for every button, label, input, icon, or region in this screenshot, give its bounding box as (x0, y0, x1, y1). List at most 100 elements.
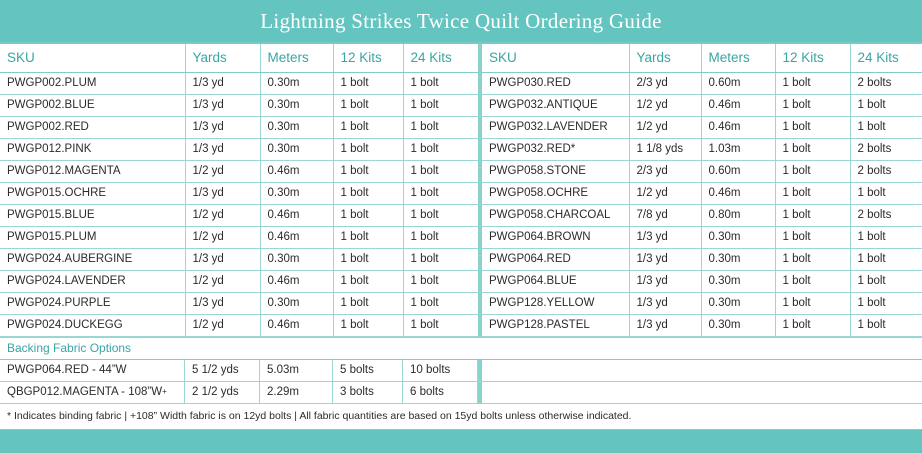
backing-table-row: PWGP064.RED - 44”W 5 1/2 yds 5.03m 5 bolts 1… (0, 359, 922, 382)
table-row: PWGP058.STONE 2/3 yd 0.60m 1 bolt 2 bolts (482, 160, 922, 183)
cell-sku: PWGP032.LAVENDER (482, 116, 630, 139)
cell-sku: PWGP024.DUCKEGG (0, 314, 186, 337)
table-row: PWGP015.OCHRE 1/3 yd 0.30m 1 bolt 1 bolt (0, 182, 478, 205)
cell-yards: 1/2 yd (629, 182, 702, 205)
cell-yards: 1/3 yd (185, 292, 261, 315)
cell-24-kits: 2 bolts (850, 160, 922, 183)
cell-sku: PWGP128.PASTEL (482, 314, 630, 337)
table-row: PWGP058.CHARCOAL 7/8 yd 0.80m 1 bolt 2 bolts (482, 204, 922, 227)
cell-yards: 2 1/2 yds (185, 381, 260, 403)
cell-sku: PWGP012.PINK (0, 138, 186, 161)
cell-sku: PWGP064.RED - 44”W (0, 359, 185, 381)
cell-sku: PWGP064.RED (482, 248, 630, 271)
cell-24-kits: 1 bolt (850, 182, 922, 205)
cell-24-kits: 1 bolt (403, 116, 478, 139)
cell-meters: 2.29m (260, 381, 333, 403)
cell-empty (482, 382, 922, 403)
cell-meters: 0.30m (260, 116, 334, 139)
cell-sku: PWGP064.BROWN (482, 226, 630, 249)
column-header-24-kits: 24 Kits (403, 44, 478, 73)
cell-24-kits: 1 bolt (403, 94, 478, 117)
cell-12-kits: 1 bolt (775, 94, 851, 117)
cell-sku: PWGP024.AUBERGINE (0, 248, 186, 271)
bottom-band (0, 429, 922, 453)
cell-12-kits: 1 bolt (775, 292, 851, 315)
fabric-table-right: SKU Yards Meters 12 Kits 24 Kits PWGP030… (482, 44, 922, 337)
cell-yards: 1/2 yd (185, 160, 261, 183)
cell-24-kits: 1 bolt (850, 314, 922, 337)
cell-yards: 1/3 yd (629, 314, 702, 337)
cell-24-kits: 1 bolt (850, 94, 922, 117)
cell-12-kits: 1 bolt (775, 160, 851, 183)
cell-empty (482, 360, 922, 381)
cell-yards: 1/2 yd (629, 94, 702, 117)
cell-12-kits: 1 bolt (775, 226, 851, 249)
cell-24-kits: 1 bolt (403, 226, 478, 249)
cell-sku: PWGP002.BLUE (0, 94, 186, 117)
column-header-24-kits: 24 Kits (850, 44, 922, 73)
cell-24-kits: 2 bolts (850, 204, 922, 227)
cell-12-kits: 1 bolt (333, 160, 404, 183)
cell-12-kits: 1 bolt (333, 182, 404, 205)
cell-meters: 0.60m (701, 160, 776, 183)
table-row: PWGP015.PLUM 1/2 yd 0.46m 1 bolt 1 bolt (0, 226, 478, 249)
fabric-table-left: SKU Yards Meters 12 Kits 24 Kits PWGP002… (0, 44, 478, 337)
table-header-row-left: SKU Yards Meters 12 Kits 24 Kits (0, 44, 478, 73)
table-row: PWGP032.RED* 1 1/8 yds 1.03m 1 bolt 2 bolts (482, 138, 922, 161)
cell-meters: 0.30m (701, 292, 776, 315)
cell-12-kits: 1 bolt (775, 72, 851, 95)
cell-yards: 5 1/2 yds (185, 359, 260, 381)
cell-24-kits: 1 bolt (850, 116, 922, 139)
column-header-meters: Meters (260, 44, 334, 73)
cell-meters: 0.30m (701, 226, 776, 249)
column-header-sku: SKU (0, 44, 186, 73)
cell-24-kits: 1 bolt (850, 226, 922, 249)
cell-meters: 0.30m (701, 270, 776, 293)
cell-12-kits: 1 bolt (333, 226, 404, 249)
footnote-text: * Indicates binding fabric | +108” Width… (7, 410, 632, 422)
cell-24-kits: 1 bolt (403, 270, 478, 293)
cell-sku: PWGP058.CHARCOAL (482, 204, 630, 227)
cell-12-kits: 1 bolt (333, 248, 404, 271)
table-row: PWGP002.PLUM 1/3 yd 0.30m 1 bolt 1 bolt (0, 72, 478, 95)
cell-meters: 0.46m (260, 226, 334, 249)
table-divider (478, 359, 482, 381)
cell-yards: 1/3 yd (185, 94, 261, 117)
cell-12-kits: 5 bolts (333, 359, 403, 381)
cell-meters: 0.46m (701, 94, 776, 117)
cell-12-kits: 1 bolt (775, 182, 851, 205)
cell-sku: PWGP128.YELLOW (482, 292, 630, 315)
cell-12-kits: 1 bolt (775, 116, 851, 139)
backing-rows: PWGP064.RED - 44”W 5 1/2 yds 5.03m 5 bolts 1… (0, 359, 922, 404)
cell-12-kits: 1 bolt (333, 204, 404, 227)
table-body-right: PWGP030.RED 2/3 yd 0.60m 1 bolt 2 bolts PWGP0… (482, 72, 922, 337)
cell-meters: 0.30m (260, 248, 334, 271)
cell-yards: 1/3 yd (629, 292, 702, 315)
cell-12-kits: 1 bolt (333, 292, 404, 315)
table-row: PWGP024.AUBERGINE 1/3 yd 0.30m 1 bolt 1 bolt (0, 248, 478, 271)
cell-24-kits: 1 bolt (403, 182, 478, 205)
cell-12-kits: 1 bolt (775, 270, 851, 293)
footnote-row: * Indicates binding fabric | +108” Width… (0, 403, 922, 430)
cell-meters: 5.03m (260, 359, 333, 381)
cell-meters: 0.46m (701, 116, 776, 139)
cell-yards: 1/3 yd (185, 182, 261, 205)
table-divider (478, 44, 482, 337)
cell-meters: 0.30m (260, 182, 334, 205)
cell-sku: PWGP024.LAVENDER (0, 270, 186, 293)
cell-12-kits: 1 bolt (775, 138, 851, 161)
cell-24-kits: 1 bolt (403, 292, 478, 315)
cell-24-kits: 1 bolt (403, 204, 478, 227)
table-divider (478, 381, 482, 403)
table-row: PWGP024.DUCKEGG 1/2 yd 0.46m 1 bolt 1 bolt (0, 314, 478, 337)
table-row: PWGP015.BLUE 1/2 yd 0.46m 1 bolt 1 bolt (0, 204, 478, 227)
table-row: PWGP012.PINK 1/3 yd 0.30m 1 bolt 1 bolt (0, 138, 478, 161)
cell-meters: 0.30m (701, 248, 776, 271)
cell-24-kits: 10 bolts (403, 359, 478, 381)
cell-yards: 2/3 yd (629, 160, 702, 183)
cell-meters: 0.46m (260, 160, 334, 183)
cell-24-kits: 6 bolts (403, 381, 478, 403)
cell-12-kits: 1 bolt (333, 314, 404, 337)
cell-yards: 1/3 yd (185, 72, 261, 95)
cell-yards: 1/3 yd (629, 270, 702, 293)
